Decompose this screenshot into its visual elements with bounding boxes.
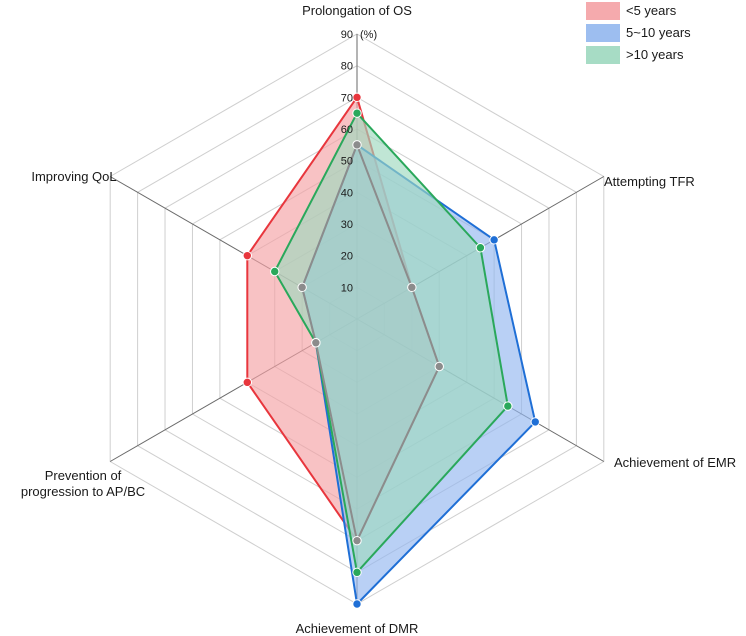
legend-swatch-lt5 bbox=[586, 1, 620, 20]
series-0-point-0 bbox=[352, 92, 362, 103]
tick-label-90: 90 bbox=[341, 29, 353, 41]
axis-label-5: Improving QoL bbox=[31, 169, 116, 184]
tick-label-80: 80 bbox=[341, 61, 353, 73]
tick-label-10: 10 bbox=[341, 282, 353, 294]
series-2-point-5 bbox=[270, 266, 280, 277]
series-1-point-0 bbox=[352, 140, 362, 150]
series-1-point-3 bbox=[352, 599, 362, 609]
series-0-point-3 bbox=[352, 535, 362, 546]
series-0-point-5 bbox=[242, 250, 253, 261]
radar-labels: 10 20 30 40 50 60 70 80 90 (%) Prolongation of OS A… bbox=[21, 3, 736, 636]
axis-label-2: Achievement of EMR bbox=[614, 455, 736, 470]
legend-item-lt5: <5 years bbox=[586, 0, 736, 21]
series-1-point-1 bbox=[489, 235, 499, 245]
axis-label-4: Prevention of progression to AP/BC bbox=[21, 468, 145, 499]
series-1-point-5 bbox=[297, 282, 307, 293]
legend-label-5to10: 5~10 years bbox=[626, 25, 691, 40]
tick-label-20: 20 bbox=[341, 251, 353, 263]
series-2-point-3 bbox=[352, 567, 362, 578]
series-0-point-4 bbox=[242, 377, 253, 388]
tick-label-50: 50 bbox=[341, 156, 353, 168]
tick-label-70: 70 bbox=[341, 92, 353, 104]
axis-label-1: Attempting TFR bbox=[604, 174, 695, 189]
tick-label-60: 60 bbox=[341, 124, 353, 136]
series-2-point-4 bbox=[311, 338, 321, 348]
legend-swatch-gt10 bbox=[586, 45, 620, 64]
legend: <5 years 5~10 years >10 years bbox=[586, 0, 736, 66]
series-2-point-1 bbox=[475, 243, 486, 253]
legend-item-gt10: >10 years bbox=[586, 44, 736, 65]
legend-swatch-5to10 bbox=[586, 23, 620, 42]
tick-label-40: 40 bbox=[341, 187, 353, 199]
axis-label-0: Prolongation of OS bbox=[302, 3, 412, 18]
tick-label-30: 30 bbox=[341, 219, 353, 231]
legend-item-5to10: 5~10 years bbox=[586, 22, 736, 43]
series-0-point-2 bbox=[434, 361, 444, 372]
legend-label-gt10: >10 years bbox=[626, 47, 684, 62]
series-1-point-2 bbox=[530, 417, 540, 427]
radar-series bbox=[246, 96, 537, 605]
axis-label-3: Achievement of DMR bbox=[296, 621, 419, 636]
unit-label: (%) bbox=[360, 29, 377, 41]
radar-points bbox=[242, 92, 540, 609]
series-2-point-2 bbox=[503, 401, 513, 411]
series-0-point-1 bbox=[407, 282, 417, 293]
series-2-point-0 bbox=[352, 108, 362, 118]
legend-label-lt5: <5 years bbox=[626, 3, 677, 18]
